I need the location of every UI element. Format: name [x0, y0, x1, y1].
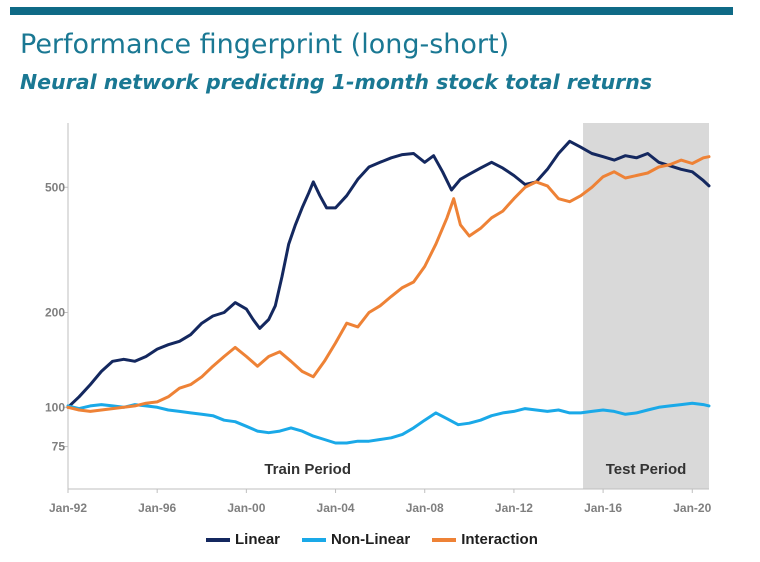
legend-label-nonlinear: Non-Linear — [331, 531, 411, 548]
legend-item-linear: Linear — [206, 531, 280, 548]
test-period-label: Test Period — [606, 461, 687, 478]
test-period-shade — [583, 123, 709, 489]
legend-swatch-nonlinear — [302, 537, 327, 542]
legend-swatch-linear — [206, 537, 230, 542]
header-accent-bar — [10, 7, 733, 15]
y-tick-label-100: 100 — [45, 400, 65, 414]
legend-item-nonlinear: Non-Linear — [302, 531, 410, 548]
x-tick-label-Jan-20: Jan-20 — [673, 501, 711, 515]
series-line-linear — [66, 139, 711, 409]
series-line-interaction — [66, 155, 711, 413]
page-subtitle: Neural network predicting 1-month stock … — [20, 70, 653, 94]
page-title: Performance fingerprint (long-short) — [20, 29, 510, 60]
x-tick-label-Jan-16: Jan-16 — [584, 501, 622, 515]
x-tick-label-Jan-04: Jan-04 — [317, 501, 355, 515]
y-tick-label-75: 75 — [52, 440, 66, 454]
series-line-non-linear — [66, 401, 711, 445]
legend-label-linear: Linear — [235, 531, 281, 548]
train-period-label: Train Period — [264, 461, 351, 478]
y-tick-label-200: 200 — [45, 306, 65, 320]
chart-legend: Linear Non-Linear Interaction — [206, 531, 560, 548]
legend-label-interaction: Interaction — [461, 531, 538, 548]
x-tick-label-Jan-08: Jan-08 — [406, 501, 444, 515]
legend-item-interaction: Interaction — [432, 531, 538, 548]
legend-swatch-interaction — [432, 537, 457, 542]
x-tick-label-Jan-96: Jan-96 — [138, 501, 176, 515]
y-tick-label-500: 500 — [45, 180, 65, 194]
x-tick-label-Jan-00: Jan-00 — [227, 501, 265, 515]
x-tick-label-Jan-92: Jan-92 — [49, 501, 87, 515]
x-tick-label-Jan-12: Jan-12 — [495, 501, 533, 515]
